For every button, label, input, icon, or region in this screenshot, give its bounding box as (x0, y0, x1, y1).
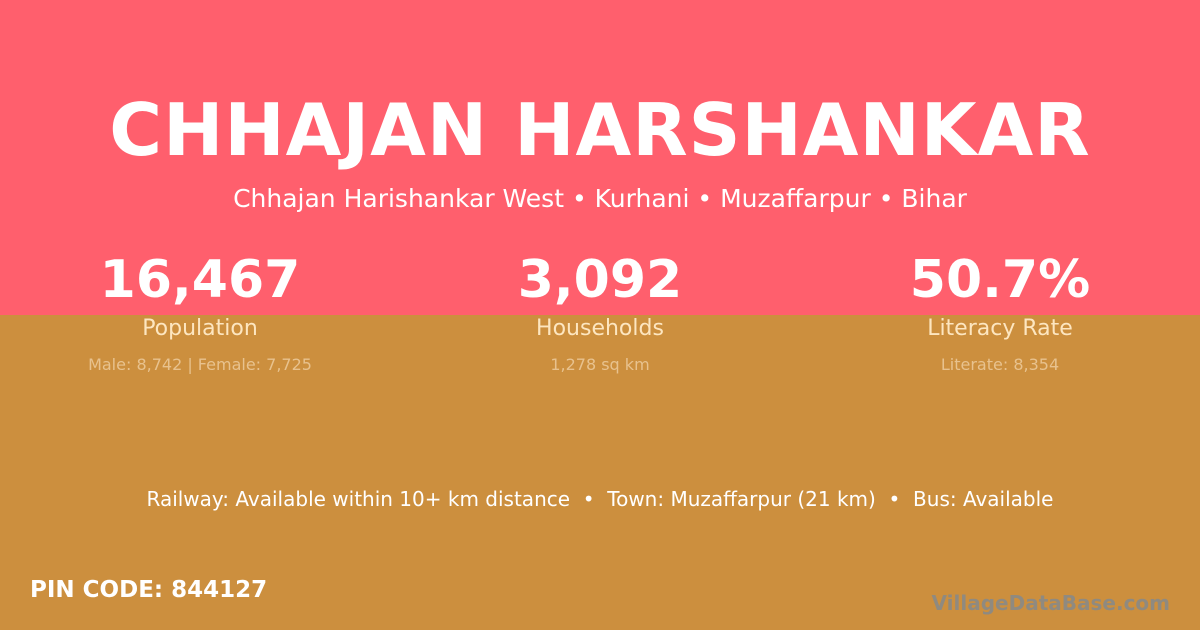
stat-detail: Male: 8,742 | Female: 7,725 (88, 355, 312, 374)
stat-detail: Literate: 8,354 (940, 355, 1060, 374)
stat-households: 3,092 Households 1,278 sq km (400, 0, 800, 630)
pin-code: PIN CODE: 844127 (30, 577, 268, 603)
stat-value: 16,467 (99, 250, 301, 310)
header-band (0, 0, 1200, 315)
stat-population: 16,467 Population Male: 8,742 | Female: … (0, 0, 400, 630)
stat-value: 3,092 (517, 250, 683, 310)
stat-label: Population (142, 316, 258, 341)
facilities-line: Railway: Available within 10+ km distanc… (146, 487, 1054, 511)
stat-label: Households (536, 316, 664, 341)
stat-detail: 1,278 sq km (550, 355, 650, 374)
stat-value: 50.7% (909, 250, 1091, 310)
watermark-logo: VillageDataBase.com (931, 591, 1170, 615)
stat-label: Literacy Rate (927, 316, 1073, 341)
village-title: CHHAJAN HARSHANKAR (109, 88, 1091, 172)
footer-band (0, 315, 1200, 630)
location-subtitle: Chhajan Harishankar West • Kurhani • Muz… (233, 184, 967, 213)
stat-literacy: 50.7% Literacy Rate Literate: 8,354 (800, 0, 1200, 630)
